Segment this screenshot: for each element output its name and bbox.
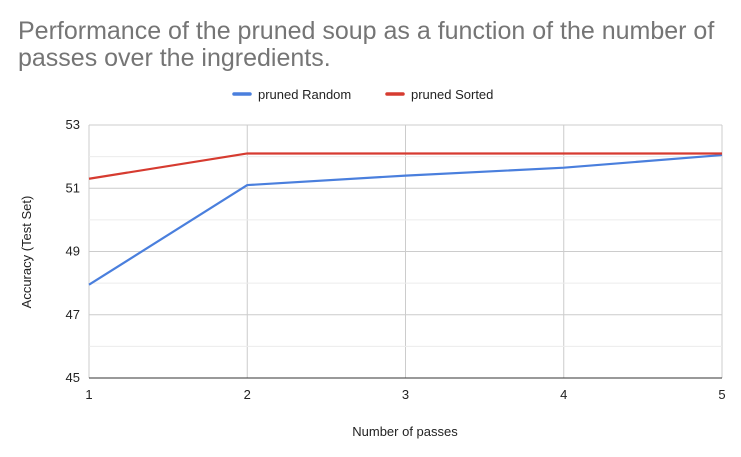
x-axis-title: Number of passes (352, 424, 458, 439)
series-line-pruned-sorted (88, 152, 722, 180)
legend-label: pruned Sorted (411, 87, 493, 102)
y-tick-label: 49 (66, 244, 80, 259)
x-tick-label: 5 (718, 387, 725, 402)
y-axis-ticks: 45 47 49 51 53 (66, 117, 80, 385)
legend-label: pruned Random (258, 87, 351, 102)
series-line-pruned-random (88, 153, 723, 286)
x-tick-label: 3 (402, 387, 409, 402)
x-tick-label: 1 (85, 387, 92, 402)
x-tick-label: 4 (560, 387, 567, 402)
y-tick-label: 53 (66, 117, 80, 132)
y-axis-title: Accuracy (Test Set) (19, 196, 34, 309)
y-tick-label: 47 (66, 307, 80, 322)
series-lines (88, 152, 723, 286)
legend: pruned Random pruned Sorted (232, 87, 493, 102)
chart-title: Performance of the pruned soup as a func… (18, 17, 715, 72)
x-tick-label: 2 (244, 387, 251, 402)
y-tick-label: 51 (66, 180, 80, 195)
y-tick-label: 45 (66, 370, 80, 385)
x-axis-ticks: 1 2 3 4 5 (85, 387, 725, 402)
